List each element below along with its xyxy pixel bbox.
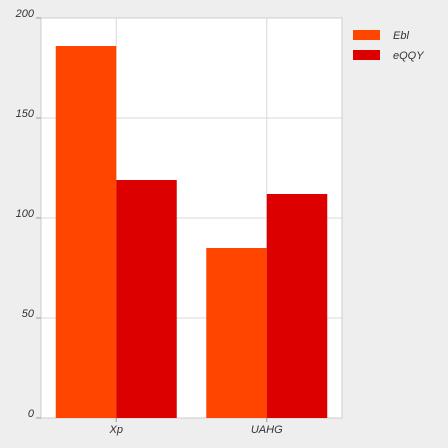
legend: Ebl eQQY [353, 30, 424, 62]
bar-eQQY-UAHG [266, 194, 328, 418]
x-tick-label: UAHG [251, 424, 283, 436]
y-tick-label: 200 [15, 8, 35, 20]
legend-swatch-eQQY [353, 50, 380, 60]
legend-label-eQQY: eQQY [393, 50, 424, 62]
x-axis-ticks: Xp UAHG [109, 418, 283, 436]
legend-swatch-Ebl [353, 30, 380, 40]
y-tick-label: 0 [28, 408, 35, 420]
y-tick-label: 100 [16, 208, 35, 220]
legend-label-Ebl: Ebl [393, 30, 409, 42]
bar-Ebl-UAHG [206, 248, 267, 418]
bar-eQQY-Xp [116, 180, 177, 418]
y-axis-ticks: 0 50 100 150 200 [15, 8, 41, 420]
bar-Ebl-Xp [55, 46, 117, 418]
y-tick-label: 150 [16, 108, 35, 120]
bars [55, 46, 328, 418]
y-tick-label: 50 [22, 308, 35, 320]
x-tick-label: Xp [109, 424, 123, 436]
